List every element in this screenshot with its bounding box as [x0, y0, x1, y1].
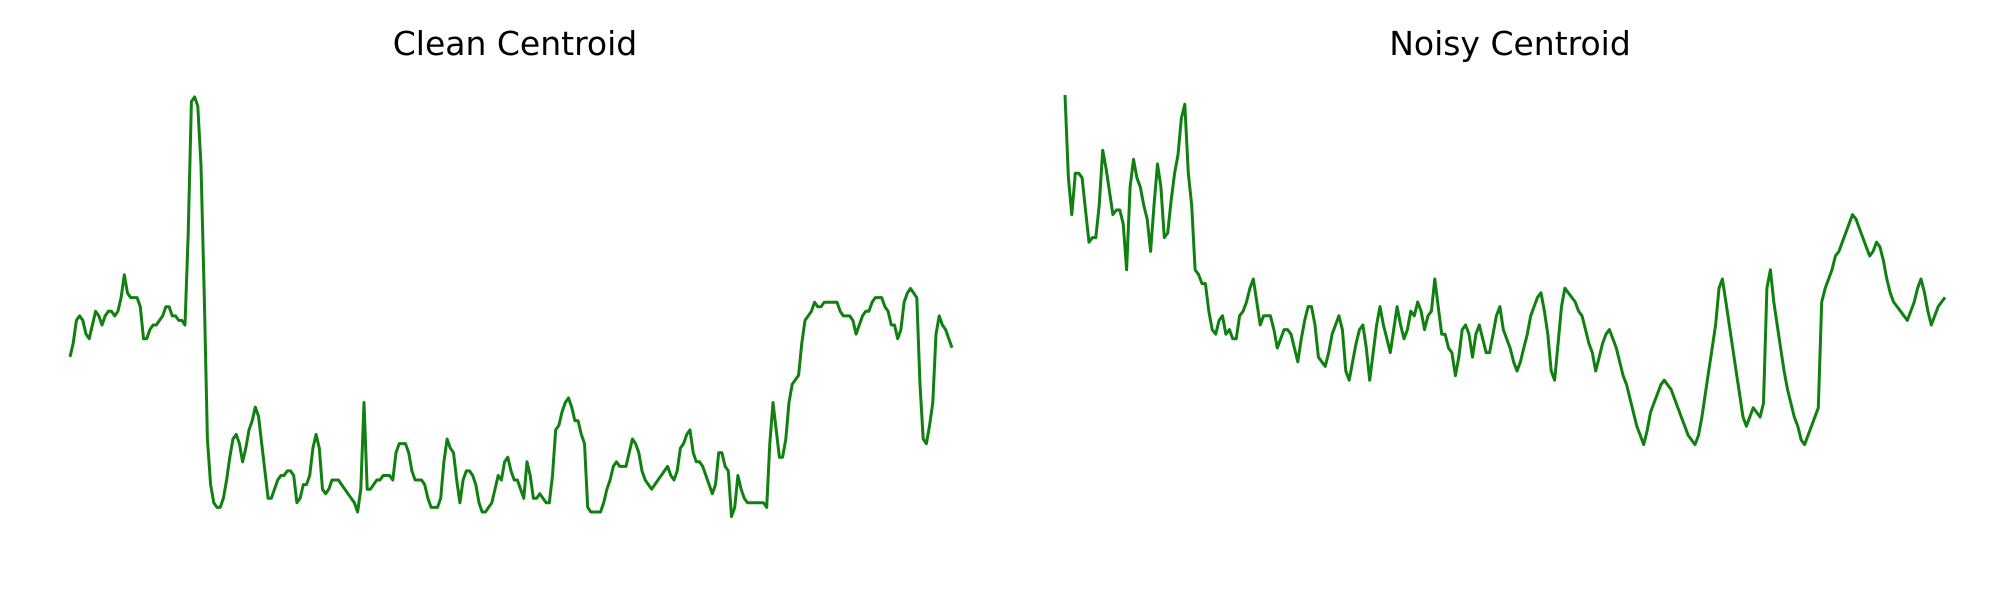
noisy-centroid-panel: Noisy Centroid [1055, 0, 1965, 600]
noisy-centroid-series-line [1063, 94, 1947, 447]
clean-centroid-plot [68, 95, 954, 518]
clean-centroid-panel: Clean Centroid [60, 0, 970, 600]
noisy-centroid-title: Noisy Centroid [1389, 24, 1631, 63]
clean-centroid-title: Clean Centroid [392, 24, 638, 63]
noisy-centroid-plot [1063, 94, 1947, 447]
clean-centroid-series-line [68, 95, 954, 518]
